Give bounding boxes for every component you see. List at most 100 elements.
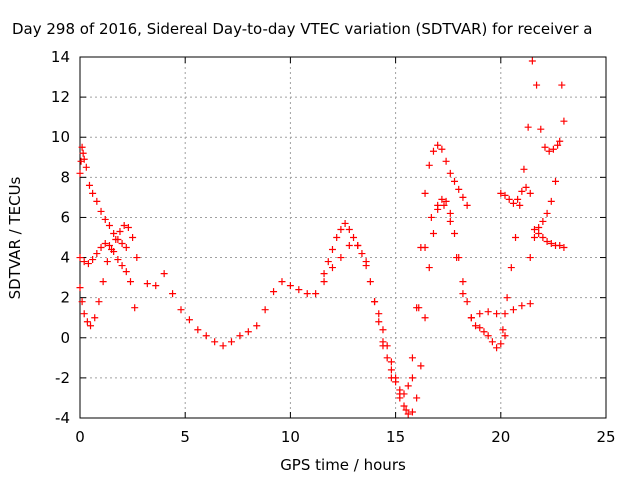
data-point — [446, 169, 454, 177]
data-point — [524, 123, 532, 131]
data-point — [512, 234, 520, 241]
data-point — [459, 278, 467, 286]
data-point — [278, 278, 286, 286]
data-point — [530, 225, 538, 233]
data-point — [99, 278, 107, 286]
data-point — [463, 201, 471, 209]
data-point — [126, 278, 134, 286]
data-point — [345, 242, 353, 250]
data-point — [379, 338, 387, 346]
data-point — [80, 155, 88, 163]
data-point — [85, 181, 93, 189]
data-point — [556, 242, 564, 250]
data-point — [499, 326, 507, 334]
data-point — [413, 394, 421, 402]
data-point — [497, 340, 505, 348]
data-point — [509, 199, 517, 207]
data-point — [522, 183, 530, 191]
data-point — [133, 254, 141, 262]
data-point — [110, 229, 118, 237]
y-tick-label: 6 — [60, 208, 70, 226]
data-point — [383, 354, 391, 362]
data-point — [440, 201, 448, 209]
data-point — [324, 258, 332, 266]
y-tick-label: 14 — [51, 48, 70, 66]
data-point — [169, 290, 177, 298]
data-point — [371, 298, 379, 306]
data-point — [493, 310, 501, 318]
data-point — [124, 223, 132, 231]
y-tick-label: 10 — [51, 128, 70, 146]
data-point — [110, 248, 118, 256]
data-point — [320, 278, 328, 286]
data-point — [472, 322, 480, 330]
data-point — [516, 201, 524, 209]
data-point — [392, 374, 400, 382]
data-point — [312, 290, 320, 298]
data-point — [387, 358, 395, 366]
data-point — [404, 410, 412, 418]
data-point — [552, 177, 560, 185]
data-point — [194, 326, 202, 334]
data-point — [497, 189, 505, 197]
data-point — [337, 225, 345, 233]
data-point — [530, 234, 538, 241]
data-point — [303, 290, 311, 298]
data-point — [503, 294, 511, 302]
data-point — [421, 189, 429, 197]
data-point — [541, 143, 549, 151]
data-point — [501, 310, 509, 318]
data-point — [455, 254, 463, 262]
data-point — [286, 282, 294, 290]
data-point — [82, 163, 90, 171]
data-point — [236, 332, 244, 340]
data-point — [537, 125, 545, 133]
data-point — [408, 408, 416, 416]
data-point — [539, 217, 547, 225]
data-point — [556, 137, 564, 145]
data-point — [83, 318, 91, 326]
data-point — [438, 195, 446, 203]
data-point — [560, 244, 568, 252]
data-point — [131, 304, 139, 312]
data-point — [417, 362, 425, 370]
data-point — [484, 332, 492, 340]
data-point — [434, 141, 442, 149]
data-point — [105, 221, 113, 229]
data-point — [560, 117, 568, 125]
data-point — [404, 382, 412, 390]
data-point — [402, 406, 410, 414]
data-point — [211, 338, 219, 346]
data-point — [358, 250, 366, 258]
data-point — [417, 244, 425, 252]
data-point — [253, 322, 261, 330]
data-point — [379, 326, 387, 334]
data-point — [520, 165, 528, 173]
data-point — [129, 234, 137, 241]
data-point — [476, 324, 484, 332]
data-point — [87, 322, 95, 330]
data-point — [408, 374, 416, 382]
x-tick-label: 20 — [491, 428, 510, 446]
data-point — [341, 219, 349, 227]
data-point — [396, 390, 404, 398]
data-point — [493, 344, 501, 352]
data-point — [501, 191, 509, 199]
data-point — [350, 234, 358, 241]
data-point — [408, 354, 416, 362]
data-point — [507, 264, 515, 272]
data-point — [84, 260, 92, 268]
data-point — [93, 197, 101, 205]
data-point — [535, 223, 543, 231]
data-point — [143, 280, 151, 288]
data-point — [467, 314, 475, 322]
data-point — [114, 256, 122, 264]
data-point — [101, 240, 109, 248]
data-point — [76, 254, 84, 262]
data-point — [202, 332, 210, 340]
data-point — [328, 246, 336, 254]
data-point — [413, 304, 421, 312]
data-point — [177, 306, 185, 314]
data-point — [122, 268, 130, 276]
